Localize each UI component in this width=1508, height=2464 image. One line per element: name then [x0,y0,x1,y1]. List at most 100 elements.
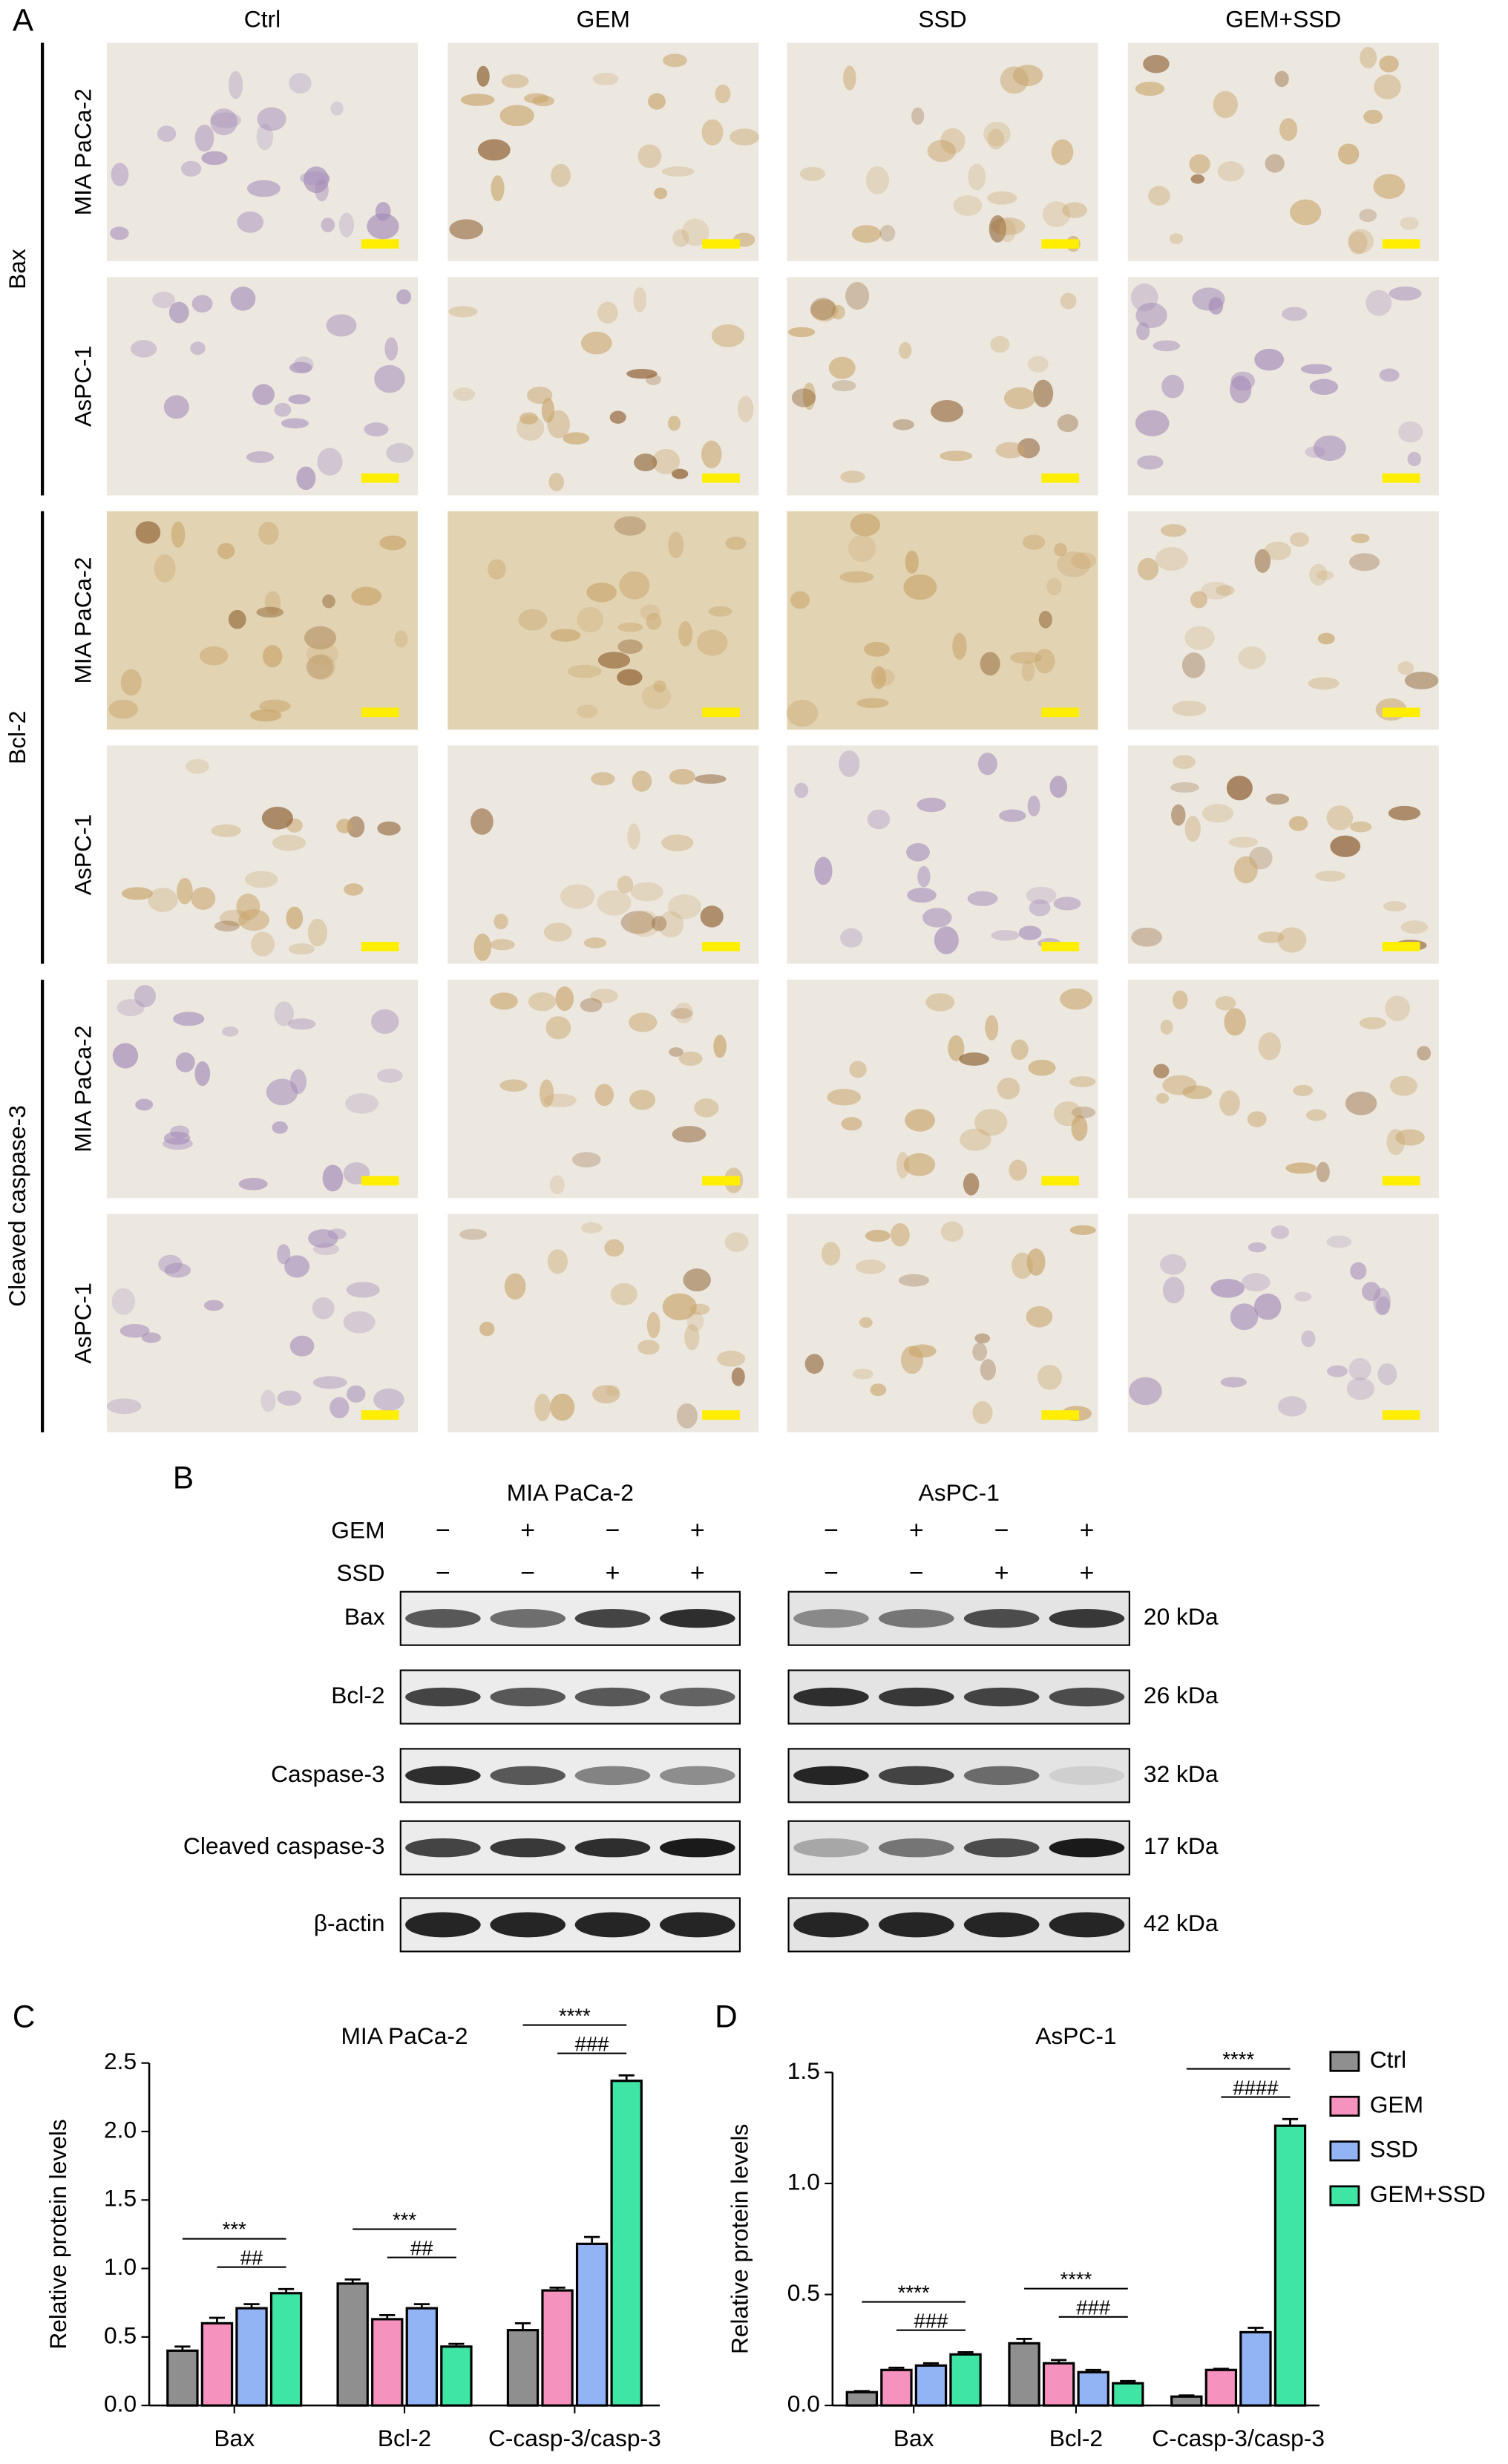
cell [567,664,602,678]
bar [1077,2370,1109,2407]
bar [440,2345,473,2407]
cell [1288,816,1308,831]
cell [686,1311,704,1331]
cell [246,451,275,463]
cell [1170,782,1200,793]
cell [1034,649,1055,674]
cell [845,281,870,310]
column-header: Ctrl [244,5,281,32]
cell [1389,286,1422,301]
cell [577,606,604,633]
x-tick-label: C-casp-3/casp-3 [488,2425,661,2451]
band [793,1609,869,1628]
cell [934,926,959,954]
cell [839,750,860,777]
cell [999,809,1026,822]
cell [632,770,652,792]
cell [210,108,237,136]
cell [1326,805,1354,830]
band [963,1766,1040,1786]
size-label: 42 kDa [1144,1910,1219,1936]
cell [131,340,157,358]
cell [1373,174,1406,199]
cell [284,1255,309,1278]
protein-label: Cleaved caspase-3 [183,1832,385,1859]
cell [526,387,553,404]
cell [684,1324,700,1351]
band [1049,1838,1125,1858]
treatment-sign: − [436,1559,450,1587]
cell [135,521,161,544]
cell [1254,548,1271,573]
scale-bar [361,942,399,951]
scale-bar [702,473,740,483]
cell [1248,1242,1267,1253]
cell [396,289,412,305]
panel-label: D [715,1999,738,2034]
error-bar [549,2287,566,2291]
cell [1350,1262,1367,1280]
band [405,1912,481,1938]
significance-label: *** [393,2208,416,2231]
cell [1060,988,1092,1010]
significance-label: ## [240,2246,263,2269]
cell [364,422,389,436]
protein-label: Bax [344,1603,385,1630]
cell [911,107,925,125]
cell [1200,581,1231,600]
error-bar [448,2342,465,2347]
cell [1389,1075,1417,1096]
cell [517,415,545,441]
cell [859,1317,873,1328]
significance-label: **** [1060,2267,1092,2290]
cell [479,1321,495,1337]
cell [162,1138,193,1150]
cell [604,1239,624,1257]
cell [1172,700,1207,717]
cell [619,571,650,600]
cell [952,632,967,660]
treatment-sign: − [824,1516,839,1544]
y-tick-label: 1.5 [787,2057,820,2084]
treatment-sign: + [909,1516,924,1544]
cell [637,1340,660,1355]
scale-bar [1041,707,1080,718]
cell [151,291,176,309]
scale-bar [702,1176,740,1186]
cell [1143,54,1170,73]
cell [534,1393,551,1422]
cell [1277,1396,1307,1417]
cell [258,522,279,545]
cell [549,1175,565,1195]
cell [1366,289,1392,316]
bar [336,2282,369,2407]
band [574,1687,651,1707]
cell [695,774,727,784]
cell [1051,139,1074,166]
significance-label: ### [1076,2296,1111,2319]
cell [1374,74,1401,99]
band [405,1609,481,1628]
significance-label: ### [914,2309,949,2332]
band [963,1687,1040,1707]
cell [256,123,274,151]
y-tick-label: 0.5 [104,2322,137,2348]
cell [1407,451,1421,467]
cell [1238,646,1266,669]
cell [1011,1039,1029,1061]
cell [330,1397,350,1418]
cell [371,1009,399,1035]
cell [1349,821,1372,833]
error-bar [957,2350,974,2355]
band [879,1838,954,1858]
micrograph [1127,980,1439,1199]
legend-swatch [1329,2140,1360,2162]
cell [256,606,284,618]
cell [1027,795,1040,817]
size-label: 20 kDa [1144,1603,1219,1630]
cell [541,397,555,423]
y-axis-label: Relative protein levels [726,2124,753,2354]
cell [985,1015,999,1041]
cell [168,301,189,324]
